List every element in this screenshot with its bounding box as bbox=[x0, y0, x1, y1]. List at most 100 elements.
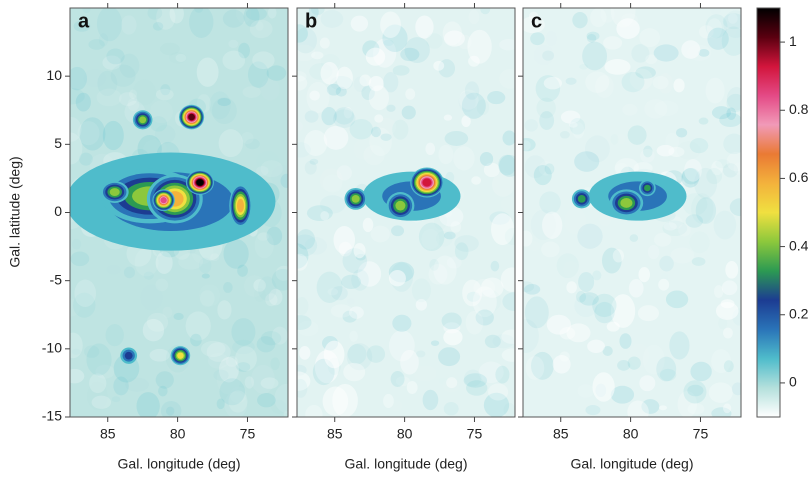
noise bbox=[458, 34, 472, 50]
noise bbox=[297, 320, 319, 337]
noise bbox=[266, 226, 283, 246]
noise bbox=[464, 369, 482, 387]
noise bbox=[723, 10, 741, 39]
noise bbox=[142, 318, 165, 342]
sky-map bbox=[70, 8, 288, 417]
noise bbox=[322, 174, 343, 193]
noise bbox=[404, 37, 430, 63]
x-tick-label: 85 bbox=[327, 426, 343, 442]
noise bbox=[475, 309, 494, 326]
noise bbox=[587, 339, 605, 353]
noise bbox=[425, 142, 436, 156]
noise bbox=[75, 92, 91, 112]
noise bbox=[370, 225, 390, 243]
noise bbox=[465, 310, 484, 335]
noise bbox=[309, 158, 319, 165]
noise bbox=[637, 305, 660, 322]
noise bbox=[572, 122, 585, 139]
noise bbox=[207, 353, 229, 369]
noise bbox=[433, 255, 457, 285]
noise bbox=[146, 312, 169, 332]
noise bbox=[542, 50, 555, 61]
noise bbox=[210, 253, 220, 262]
noise bbox=[224, 391, 248, 417]
noise bbox=[723, 360, 734, 373]
noise bbox=[479, 151, 494, 167]
noise bbox=[70, 332, 83, 359]
noise bbox=[585, 71, 610, 93]
noise bbox=[556, 163, 573, 177]
noise bbox=[306, 81, 330, 113]
noise bbox=[218, 129, 244, 158]
noise bbox=[143, 271, 154, 280]
noise bbox=[656, 356, 677, 382]
noise bbox=[685, 214, 703, 228]
noise bbox=[663, 222, 677, 231]
noise bbox=[366, 345, 386, 363]
noise bbox=[320, 210, 330, 221]
noise bbox=[530, 32, 545, 46]
noise bbox=[617, 133, 626, 145]
noise bbox=[647, 244, 660, 260]
noise bbox=[265, 293, 278, 307]
noise bbox=[568, 122, 578, 128]
noise bbox=[502, 130, 515, 146]
noise bbox=[684, 158, 702, 182]
noise bbox=[523, 319, 539, 353]
noise bbox=[480, 277, 504, 298]
noise bbox=[665, 290, 689, 309]
noise bbox=[454, 235, 479, 252]
noise bbox=[627, 356, 641, 370]
noise bbox=[228, 390, 248, 413]
noise bbox=[616, 18, 640, 39]
noise bbox=[654, 100, 679, 117]
noise bbox=[524, 284, 541, 295]
noise bbox=[72, 239, 81, 250]
noise bbox=[585, 404, 601, 416]
maps bbox=[70, 8, 741, 417]
noise bbox=[459, 91, 476, 112]
noise bbox=[523, 140, 531, 151]
blob bbox=[644, 184, 651, 192]
noise bbox=[706, 167, 723, 185]
y-tick-label: -5 bbox=[50, 271, 63, 287]
noise bbox=[363, 145, 385, 166]
noise bbox=[225, 355, 238, 367]
noise bbox=[331, 286, 348, 301]
noise bbox=[610, 385, 635, 404]
noise bbox=[466, 291, 480, 302]
noise bbox=[189, 8, 214, 38]
noise bbox=[559, 351, 570, 362]
noise bbox=[274, 383, 288, 413]
noise bbox=[677, 390, 697, 417]
noise bbox=[643, 145, 653, 158]
noise bbox=[368, 85, 390, 111]
noise bbox=[708, 382, 733, 403]
noise bbox=[711, 160, 723, 176]
noise bbox=[488, 383, 509, 401]
noise bbox=[500, 196, 515, 212]
noise bbox=[480, 8, 491, 15]
noise bbox=[238, 42, 250, 59]
noise bbox=[119, 53, 140, 78]
noise bbox=[462, 279, 483, 307]
noise bbox=[77, 121, 100, 146]
noise bbox=[453, 146, 475, 171]
panel-label: a bbox=[78, 10, 90, 32]
noise bbox=[629, 234, 639, 242]
noise bbox=[673, 78, 685, 93]
noise bbox=[243, 8, 260, 27]
noise bbox=[446, 377, 458, 389]
noise bbox=[582, 228, 605, 258]
noise bbox=[199, 284, 221, 307]
noise bbox=[418, 222, 445, 252]
noise bbox=[271, 268, 288, 291]
noise bbox=[362, 217, 374, 233]
noise bbox=[222, 50, 246, 71]
noise bbox=[156, 8, 176, 30]
noise bbox=[198, 257, 212, 274]
noise bbox=[413, 365, 437, 382]
noise bbox=[242, 86, 261, 98]
noise bbox=[297, 364, 307, 376]
y-tick-label: 0 bbox=[54, 203, 62, 219]
